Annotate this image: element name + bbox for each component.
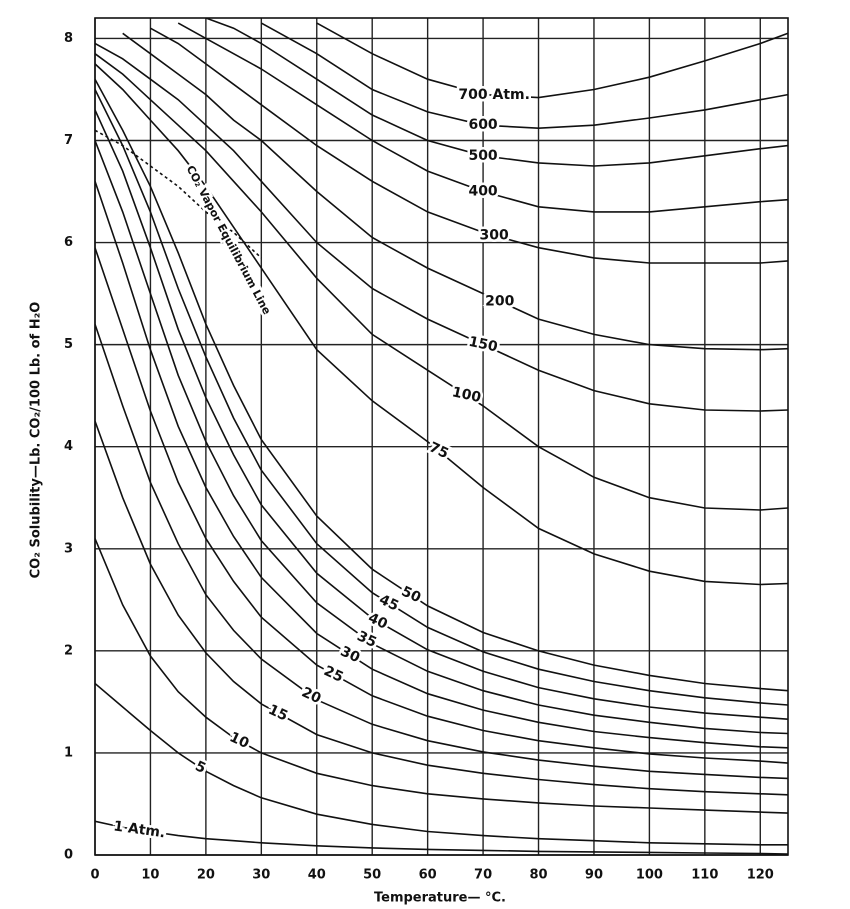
curve-label: 300: [480, 227, 509, 243]
isobar-line: [122, 32, 788, 351]
x-tick-label: 80: [529, 868, 547, 883]
isobar-line: [95, 42, 788, 412]
isobar-line: [95, 109, 788, 720]
x-tick-label: 70: [474, 868, 492, 883]
isobar-line: [95, 78, 788, 692]
curve-label: 25: [321, 663, 345, 686]
isobar-line: [150, 27, 788, 264]
curve-label: 15: [266, 702, 290, 725]
plot-frame: [94, 17, 789, 856]
curve-label: 30: [338, 644, 363, 667]
curve-label: 100: [450, 384, 482, 406]
curve-label: 50: [399, 584, 424, 607]
isobar-line: [95, 63, 788, 586]
y-tick-label: 1: [64, 745, 73, 760]
isobar-line: [95, 89, 788, 706]
x-tick-label: 90: [585, 868, 603, 883]
x-tick-label: 10: [141, 868, 159, 883]
isobar-line: [205, 18, 788, 167]
x-tick-label: 0: [90, 868, 99, 883]
curve-label: 10: [227, 729, 252, 752]
y-tick-label: 3: [64, 541, 73, 556]
y-tick-label: 6: [64, 235, 73, 250]
y-tick-label: 0: [64, 848, 73, 863]
isobar-line: [95, 538, 788, 814]
x-tick-label: 110: [691, 868, 718, 883]
isobar-line: [95, 129, 262, 259]
curve-label: 35: [354, 628, 378, 651]
isobar-line: [95, 53, 788, 511]
curve-label: 150: [467, 334, 499, 356]
isobar-line: [260, 22, 788, 130]
isobar-line: [177, 22, 788, 213]
y-tick-label: 7: [64, 133, 73, 148]
curve-label: 1 Atm.: [112, 818, 166, 841]
curve-label: CO₂ Vapor Equilibrium Line: [184, 163, 274, 316]
x-tick-label: 120: [747, 868, 774, 883]
curve-label: 600: [468, 117, 497, 133]
y-tick-label: 5: [64, 337, 73, 352]
isobar-line: [95, 682, 788, 846]
x-tick-label: 40: [308, 868, 326, 883]
isobar-line: [316, 22, 788, 99]
isobar-line: [95, 323, 788, 780]
x-tick-label: 60: [419, 868, 437, 883]
y-tick-label: 8: [64, 31, 73, 46]
isobar-line: [95, 247, 788, 764]
curve-label: 40: [366, 610, 391, 633]
curve-label: 500: [468, 148, 497, 164]
curve-label: 700 Atm.: [458, 87, 530, 103]
isobar-line: [95, 140, 788, 735]
curve-label: 400: [468, 184, 497, 200]
x-tick-label: 30: [252, 868, 270, 883]
curve-label: 20: [299, 684, 324, 707]
isobar-line: [95, 820, 788, 855]
y-tick-label: 2: [64, 643, 73, 658]
curve-label: 45: [377, 592, 401, 615]
curves: [95, 18, 788, 855]
x-axis-title: Temperature— °C.: [374, 891, 506, 906]
y-axis-title: CO₂ Solubility—Lb. CO₂/100 Lb. of H₂O: [29, 302, 44, 579]
isobar-line: [95, 420, 788, 796]
y-tick-label: 4: [64, 439, 73, 454]
x-tick-label: 50: [363, 868, 381, 883]
x-tick-label: 20: [197, 868, 215, 883]
isobar-line: [95, 181, 788, 749]
x-tick-label: 100: [636, 868, 663, 883]
curve-label: 200: [485, 293, 514, 309]
